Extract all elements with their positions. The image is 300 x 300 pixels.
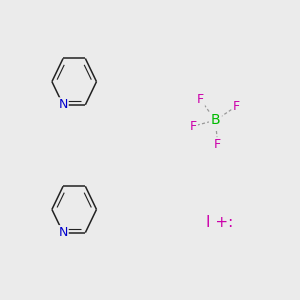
Text: I +:: I +:	[206, 215, 233, 230]
Text: N: N	[58, 226, 68, 239]
Text: F: F	[197, 93, 204, 106]
Text: N: N	[58, 98, 68, 111]
Text: F: F	[190, 120, 197, 133]
Text: B: B	[211, 113, 220, 127]
Text: F: F	[214, 138, 221, 151]
Text: F: F	[233, 100, 240, 113]
